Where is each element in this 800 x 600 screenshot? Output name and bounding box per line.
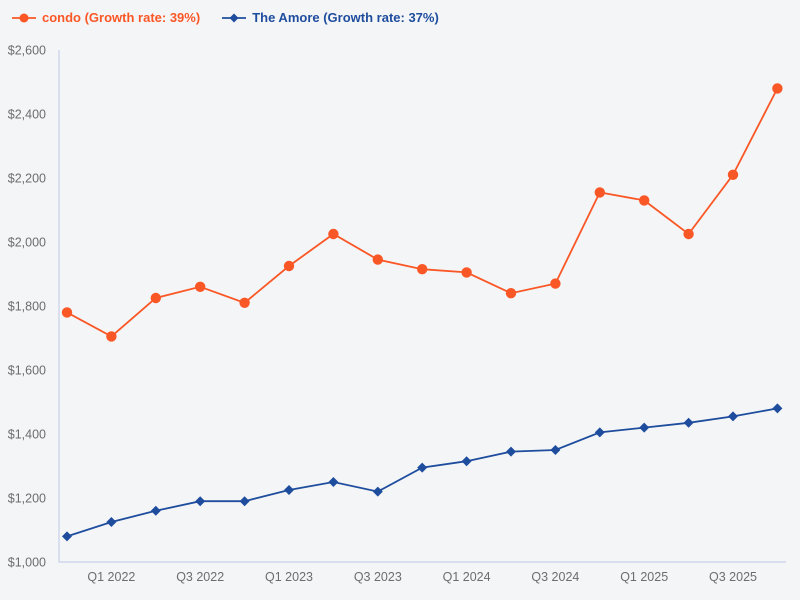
svg-text:Q1 2025: Q1 2025 [620,570,668,584]
data-point [239,297,250,308]
series-amore [62,403,783,542]
data-point [639,195,650,206]
chart-legend: condo (Growth rate: 39%) The Amore (Grow… [12,10,439,25]
data-point [417,462,428,473]
svg-text:$2,000: $2,000 [8,236,46,250]
data-point [506,446,516,457]
svg-text:$2,400: $2,400 [8,108,46,122]
data-point [683,228,694,240]
svg-text:$1,200: $1,200 [8,492,46,506]
data-point [683,417,694,428]
data-point [328,228,339,240]
svg-text:Q1 2022: Q1 2022 [87,570,135,584]
data-point [61,307,73,318]
svg-text:$1,600: $1,600 [8,364,46,378]
y-axis-labels: $1,000 $1,200 $1,400 $1,600 $1,800 $2,000 $2,2… [8,44,46,570]
svg-text:Q3 2024: Q3 2024 [531,570,579,584]
data-point [594,427,605,438]
series-condo [61,83,783,342]
data-point [283,260,295,272]
condo-series-marker-icon [12,13,36,22]
data-point [727,169,739,180]
data-point [372,486,383,497]
data-point [195,496,206,507]
svg-text:$2,600: $2,600 [8,44,46,58]
svg-text:$1,000: $1,000 [8,556,46,570]
svg-text:Q3 2023: Q3 2023 [354,570,402,584]
legend-item-condo[interactable]: condo (Growth rate: 39%) [12,10,200,25]
data-point [417,264,428,275]
data-point [639,422,650,433]
data-point [772,83,783,94]
axes [58,50,786,563]
svg-text:$1,800: $1,800 [8,300,46,314]
svg-text:Q1 2023: Q1 2023 [265,570,313,584]
data-point [728,411,738,422]
svg-text:$1,400: $1,400 [8,428,46,442]
data-point [239,496,250,507]
data-point [550,278,561,289]
data-point [461,267,472,278]
data-point [150,292,161,304]
svg-text:Q3 2025: Q3 2025 [709,570,757,584]
data-point [195,281,206,292]
data-point [505,288,517,299]
x-axis-labels: Q1 2022 Q3 2022 Q1 2023 Q3 2023 Q1 2024 Q3 20… [87,570,757,584]
data-point [550,445,561,455]
data-point [284,485,294,495]
svg-text:Q3 2022: Q3 2022 [176,570,224,584]
data-point [106,331,117,342]
data-point [772,403,783,414]
data-point [150,505,161,516]
svg-text:$2,200: $2,200 [8,172,46,186]
svg-text:Q1 2024: Q1 2024 [443,570,491,584]
data-point [106,517,117,527]
data-point [594,187,605,198]
legend-label-condo: condo (Growth rate: 39%) [42,10,201,25]
data-point [328,477,339,487]
data-point [461,456,472,467]
amore-series-marker-icon [222,13,247,22]
data-point [372,254,383,265]
legend-label-amore: The Amore (Growth rate: 37%) [252,10,439,25]
legend-item-amore[interactable]: The Amore (Growth rate: 37%) [222,10,439,25]
data-point [62,531,72,542]
